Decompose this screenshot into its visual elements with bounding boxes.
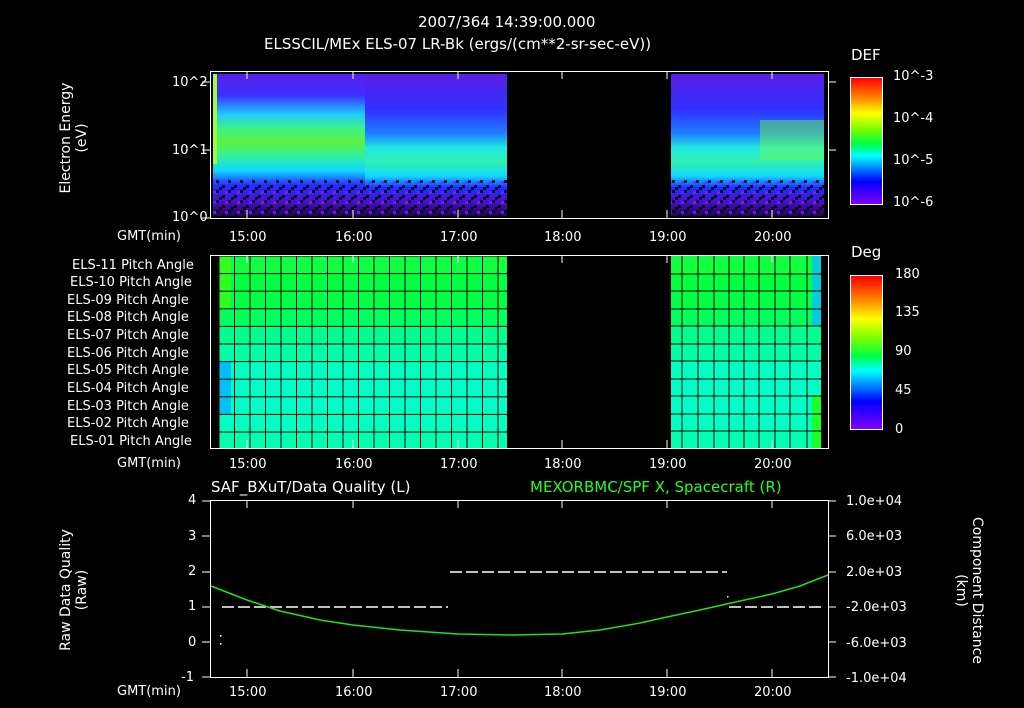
panel3-xtick-1800: 18:00	[544, 685, 582, 700]
pitch-row-label: ELS-03 Pitch Angle	[67, 399, 189, 414]
pitch-row-label: ELS-07 Pitch Angle	[67, 328, 189, 343]
panel3-xlabel: GMT(min)	[117, 684, 181, 699]
panel1-ytick-1: 10^0	[172, 210, 208, 225]
pitch-row-label: ELS-11 Pitch Angle	[72, 258, 194, 273]
panel3-left-ytick: 4	[188, 493, 197, 508]
colorbar-deg-tick-0: 0	[895, 422, 904, 437]
panel1-xtick-1600: 16:00	[335, 230, 373, 245]
panel1-xlabel: GMT(min)	[117, 229, 181, 244]
colorbar-def-tick-2: 10^-4	[893, 111, 934, 126]
colorbar-def-tick-4: 10^-6	[893, 195, 934, 210]
colorbar-def	[850, 77, 883, 205]
pitch-row-label: ELS-10 Pitch Angle	[70, 275, 192, 290]
pitch-row-label: ELS-04 Pitch Angle	[67, 381, 189, 396]
panel2-xtick-1500: 15:00	[229, 457, 267, 472]
panel3-right-ytick: 1.0e+04	[846, 494, 903, 509]
panel3-right-ytick: 6.0e+03	[846, 529, 903, 544]
panel3-xtick-2000: 20:00	[754, 685, 792, 700]
panel1-xtick-1800: 18:00	[544, 230, 582, 245]
colorbar-def-title: DEF	[851, 46, 881, 64]
panel3-left-ytick: -1	[181, 670, 194, 685]
panel3-xtick-1500: 15:00	[229, 685, 267, 700]
panel1-ytick-10: 10^1	[172, 143, 208, 158]
plot-title: ELSSCIL/MEx ELS-07 LR-Bk (ergs/(cm**2-sr…	[264, 35, 652, 53]
panel2-xtick-1700: 17:00	[440, 457, 478, 472]
panel3-right-ytick: -2.0e+03	[846, 600, 907, 615]
panel3-xtick-1900: 19:00	[649, 685, 687, 700]
plot-datetime: 2007/364 14:39:00.000	[418, 13, 596, 31]
colorbar-deg	[850, 275, 883, 430]
panel3-right-title: MEXORBMC/SPF X, Spacecraft (R)	[530, 478, 782, 496]
pitch-row-label: ELS-08 Pitch Angle	[67, 310, 189, 325]
panel3-right-ytick: -6.0e+03	[846, 636, 907, 651]
panel3-left-title: SAF_BXuT/Data Quality (L)	[211, 478, 411, 496]
colorbar-def-tick-3: 10^-5	[893, 153, 934, 168]
panel3-right-ytick: -1.0e+04	[846, 671, 907, 686]
panel3-xtick-1700: 17:00	[440, 685, 478, 700]
panel1-xtick-1700: 17:00	[440, 230, 478, 245]
panel2-xtick-1900: 19:00	[649, 457, 687, 472]
pitch-row-label: ELS-02 Pitch Angle	[67, 416, 189, 431]
colorbar-deg-tick-90: 90	[895, 344, 912, 359]
panel2-xtick-1800: 18:00	[544, 457, 582, 472]
panel2-xtick-1600: 16:00	[335, 457, 373, 472]
colorbar-deg-tick-45: 45	[895, 383, 912, 398]
pitch-row-label: ELS-09 Pitch Angle	[67, 293, 189, 308]
colorbar-deg-tick-180: 180	[895, 267, 920, 282]
panel3-right-ytick: 2.0e+03	[846, 565, 903, 580]
colorbar-deg-title: Deg	[851, 243, 882, 261]
panel1-xtick-1500: 15:00	[229, 230, 267, 245]
panel3-xtick-1600: 16:00	[335, 685, 373, 700]
colorbar-def-tick-1: 10^-3	[893, 69, 934, 84]
pitch-row-label: ELS-01 Pitch Angle	[70, 434, 192, 449]
panel3-left-ytick: 0	[188, 635, 197, 650]
panel3-left-ytick: 1	[188, 599, 197, 614]
panel1-xtick-1900: 19:00	[649, 230, 687, 245]
panel3-left-ytick: 3	[188, 529, 197, 544]
panel2-xtick-2000: 20:00	[754, 457, 792, 472]
panel2-xlabel: GMT(min)	[117, 456, 181, 471]
colorbar-deg-tick-135: 135	[895, 305, 920, 320]
panel1-xtick-2000: 20:00	[754, 230, 792, 245]
pitch-row-label: ELS-05 Pitch Angle	[67, 363, 189, 378]
panel3-left-ytick: 2	[188, 564, 197, 579]
panel1-ytick-100: 10^2	[172, 75, 208, 90]
pitch-row-label: ELS-06 Pitch Angle	[67, 346, 189, 361]
